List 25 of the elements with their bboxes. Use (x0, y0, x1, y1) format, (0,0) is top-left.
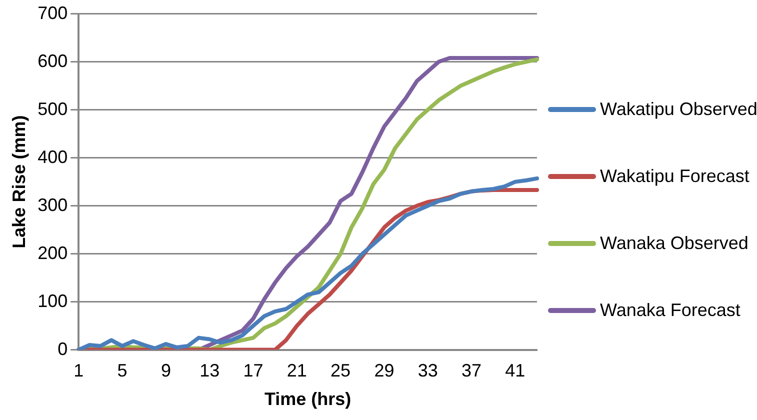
x-tick-label: 13 (200, 360, 220, 381)
y-tick-label: 400 (38, 146, 68, 167)
x-tick-label: 25 (330, 360, 351, 381)
x-tick-label: 37 (462, 360, 482, 381)
legend-label: Wanaka Forecast (600, 300, 740, 321)
y-tick-label: 100 (38, 290, 68, 311)
x-tick-label: 29 (374, 360, 394, 381)
y-tick-label: 300 (38, 194, 68, 215)
x-axis-title: Time (hrs) (264, 389, 352, 410)
legend-label: Wanaka Observed (600, 233, 748, 254)
x-tick-label: 9 (160, 360, 171, 381)
x-tick-label: 33 (418, 360, 438, 381)
y-tick-label: 600 (38, 50, 68, 71)
x-tick-label: 1 (74, 360, 84, 381)
x-tick-label: 17 (243, 360, 264, 381)
legend-label: Wakatipu Observed (600, 99, 757, 120)
y-tick-label: 700 (38, 2, 68, 23)
x-tick-label: 41 (505, 360, 526, 381)
y-tick-label: 500 (38, 98, 68, 119)
y-axis-title: Lake Rise (mm) (8, 115, 29, 248)
y-tick-label: 0 (58, 338, 68, 359)
x-tick-label: 21 (286, 360, 307, 381)
y-tick-label: 200 (38, 242, 68, 263)
x-tick-label: 5 (117, 360, 128, 381)
legend-label: Wakatipu Forecast (600, 166, 750, 187)
